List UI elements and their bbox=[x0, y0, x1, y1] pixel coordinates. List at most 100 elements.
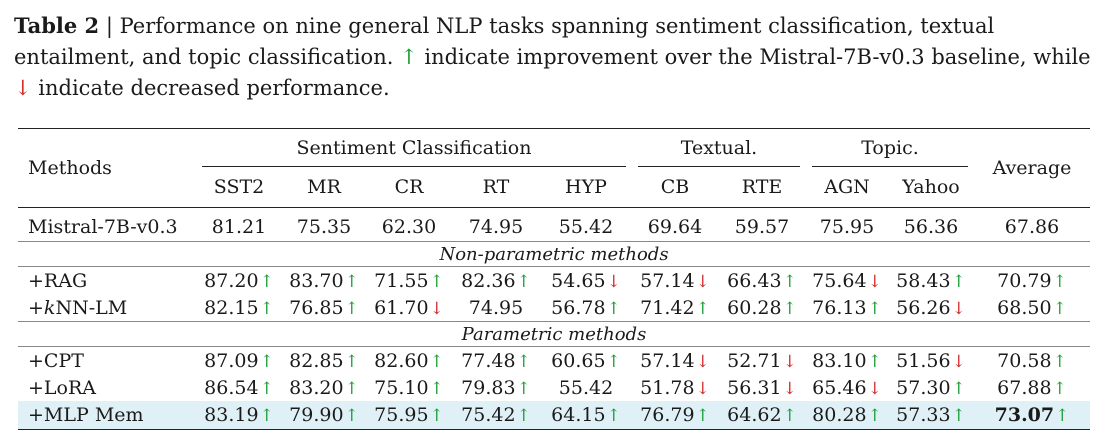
up-arrow-icon: ↑ bbox=[344, 271, 359, 292]
score-cell: 73.07↑ bbox=[974, 401, 1090, 430]
up-arrow-icon: ↑ bbox=[516, 406, 531, 426]
score-cell: 68.50↑ bbox=[974, 294, 1090, 322]
score-cell: 64.62↑ bbox=[718, 401, 806, 430]
score-value: 82.85 bbox=[289, 349, 344, 372]
score-value: 64.62 bbox=[727, 404, 782, 426]
score-cell: 64.15↑ bbox=[540, 401, 632, 430]
score-cell: 82.15↑ bbox=[196, 294, 282, 322]
up-arrow-icon: ↑ bbox=[782, 298, 797, 319]
score-value: 73.07 bbox=[994, 404, 1055, 426]
up-arrow-icon: ↑ bbox=[951, 271, 966, 292]
score-cell: 83.10↑ bbox=[806, 347, 888, 375]
score-cell: 60.65↑ bbox=[540, 347, 632, 375]
table-row-highlighted: +MLP Mem 83.19↑ 79.90↑ 75.95↑ 75.42↑ 64.15↑ 76… bbox=[18, 401, 1090, 430]
score-cell: 65.46↓ bbox=[806, 374, 888, 401]
table-row: +LoRA 86.54↑ 83.20↑ 75.10↑ 79.83↑ 55.42 51.78↓… bbox=[18, 374, 1090, 401]
score-value: 80.28 bbox=[812, 404, 867, 426]
score-value: 60.65 bbox=[551, 349, 606, 372]
score-cell: 74.95 bbox=[452, 208, 540, 242]
score-value: 52.71 bbox=[727, 349, 782, 372]
down-arrow-icon: ↓ bbox=[951, 351, 966, 372]
score-value: 75.95 bbox=[819, 215, 875, 238]
caption-text-3: indicate decreased performance. bbox=[31, 76, 390, 100]
score-cell: 69.64 bbox=[632, 208, 718, 242]
method-italic: k bbox=[43, 296, 56, 319]
score-cell: 83.19↑ bbox=[196, 401, 282, 430]
group-label-topic: Topic. bbox=[861, 137, 919, 159]
score-value: 55.42 bbox=[558, 215, 614, 238]
group-header-topic: Topic. bbox=[806, 128, 974, 167]
score-cell: 76.85↑ bbox=[282, 294, 366, 322]
baseline-row: Mistral-7B-v0.3 81.21 75.35 62.30 74.95 55.42… bbox=[18, 208, 1090, 242]
score-cell: 62.30 bbox=[366, 208, 452, 242]
score-cell: 57.14↓ bbox=[632, 267, 718, 295]
score-value: 66.43 bbox=[727, 269, 782, 292]
up-arrow-icon: ↑ bbox=[259, 298, 274, 319]
up-arrow-icon: ↑ bbox=[429, 406, 444, 426]
score-value: 68.50 bbox=[997, 296, 1052, 319]
up-arrow-icon: ↑ bbox=[867, 406, 882, 426]
score-value: 79.83 bbox=[461, 376, 516, 399]
score-cell: 75.10↑ bbox=[366, 374, 452, 401]
score-cell: 76.13↑ bbox=[806, 294, 888, 322]
up-arrow-icon: ↑ bbox=[344, 378, 359, 399]
up-arrow-icon: ↑ bbox=[1052, 378, 1067, 399]
score-value: 76.79 bbox=[640, 404, 695, 426]
up-arrow-icon: ↑ bbox=[429, 378, 444, 399]
down-arrow-icon: ↓ bbox=[867, 378, 882, 399]
score-value: 56.78 bbox=[551, 296, 606, 319]
score-cell: 55.42 bbox=[540, 374, 632, 401]
score-value: 74.95 bbox=[468, 296, 524, 319]
up-arrow-icon: ↑ bbox=[1052, 351, 1067, 372]
score-cell: 56.36 bbox=[888, 208, 974, 242]
method-name: +LoRA bbox=[28, 376, 97, 399]
score-value: 86.54 bbox=[204, 376, 259, 399]
score-cell: 57.14↓ bbox=[632, 347, 718, 375]
method-name: +MLP Mem bbox=[18, 401, 196, 430]
up-arrow-icon: ↑ bbox=[606, 351, 621, 372]
method-suffix: NN-LM bbox=[55, 296, 128, 319]
score-cell: 74.95 bbox=[452, 294, 540, 322]
score-cell: 57.33↑ bbox=[888, 401, 974, 430]
up-arrow-icon: ↑ bbox=[782, 406, 797, 426]
up-arrow-icon: ↑ bbox=[516, 378, 531, 399]
column-header: SST2 bbox=[196, 167, 282, 208]
score-cell: 70.58↑ bbox=[974, 347, 1090, 375]
score-cell: 82.60↑ bbox=[366, 347, 452, 375]
up-arrow-icon: ↑ bbox=[344, 351, 359, 372]
header-row-groups: Methods Sentiment Classification Textual… bbox=[18, 128, 1090, 208]
score-cell: 57.30↑ bbox=[888, 374, 974, 401]
score-value: 83.70 bbox=[289, 269, 344, 292]
score-cell: 80.28↑ bbox=[806, 401, 888, 430]
score-cell: 83.70↑ bbox=[282, 267, 366, 295]
score-value: 71.42 bbox=[640, 296, 695, 319]
section-label-parametric-row: Parametric methods bbox=[18, 321, 1090, 347]
table-row: +RAG 87.20↑ 83.70↑ 71.55↑ 82.36↑ 54.65↓ 57.14↓… bbox=[18, 267, 1090, 295]
score-cell: 67.88↑ bbox=[974, 374, 1090, 401]
column-header: AGN bbox=[806, 167, 888, 208]
up-arrow-icon: ↑ bbox=[259, 378, 274, 399]
column-header: Yahoo bbox=[888, 167, 974, 208]
score-cell: 79.83↑ bbox=[452, 374, 540, 401]
average-header: Average bbox=[974, 128, 1090, 208]
section-label-nonparametric: Non-parametric methods bbox=[18, 241, 1090, 267]
table-row: +CPT 87.09↑ 82.85↑ 82.60↑ 77.48↑ 60.65↑ 57.14↓… bbox=[18, 347, 1090, 375]
group-label-textual: Textual. bbox=[680, 137, 758, 159]
header-row-columns: SST2 MR CR RT HYP CB RTE AGN Yahoo bbox=[18, 167, 1090, 208]
score-value: 51.78 bbox=[640, 376, 695, 399]
score-cell: 52.71↓ bbox=[718, 347, 806, 375]
score-value: 65.46 bbox=[812, 376, 867, 399]
score-value: 83.20 bbox=[289, 376, 344, 399]
score-value: 56.31 bbox=[727, 376, 782, 399]
score-cell: 75.35 bbox=[282, 208, 366, 242]
score-value: 62.30 bbox=[381, 215, 437, 238]
score-cell: 81.21 bbox=[196, 208, 282, 242]
up-arrow-icon: ↑ bbox=[1052, 271, 1067, 292]
score-value: 67.86 bbox=[1004, 215, 1060, 238]
score-value: 82.36 bbox=[461, 269, 516, 292]
up-arrow-icon: ↑ bbox=[1052, 298, 1067, 319]
score-value: 87.09 bbox=[204, 349, 259, 372]
down-arrow-icon: ↓ bbox=[951, 298, 966, 319]
table-row: +kNN-LM 82.15↑ 76.85↑ 61.70↓ 74.95 56.78↑ 71.4… bbox=[18, 294, 1090, 322]
up-arrow-icon: ↑ bbox=[951, 378, 966, 399]
